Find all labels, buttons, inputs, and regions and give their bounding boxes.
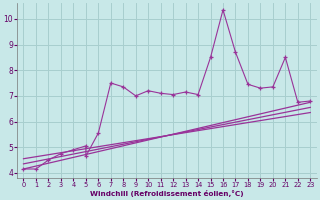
X-axis label: Windchill (Refroidissement éolien,°C): Windchill (Refroidissement éolien,°C) [90, 190, 244, 197]
